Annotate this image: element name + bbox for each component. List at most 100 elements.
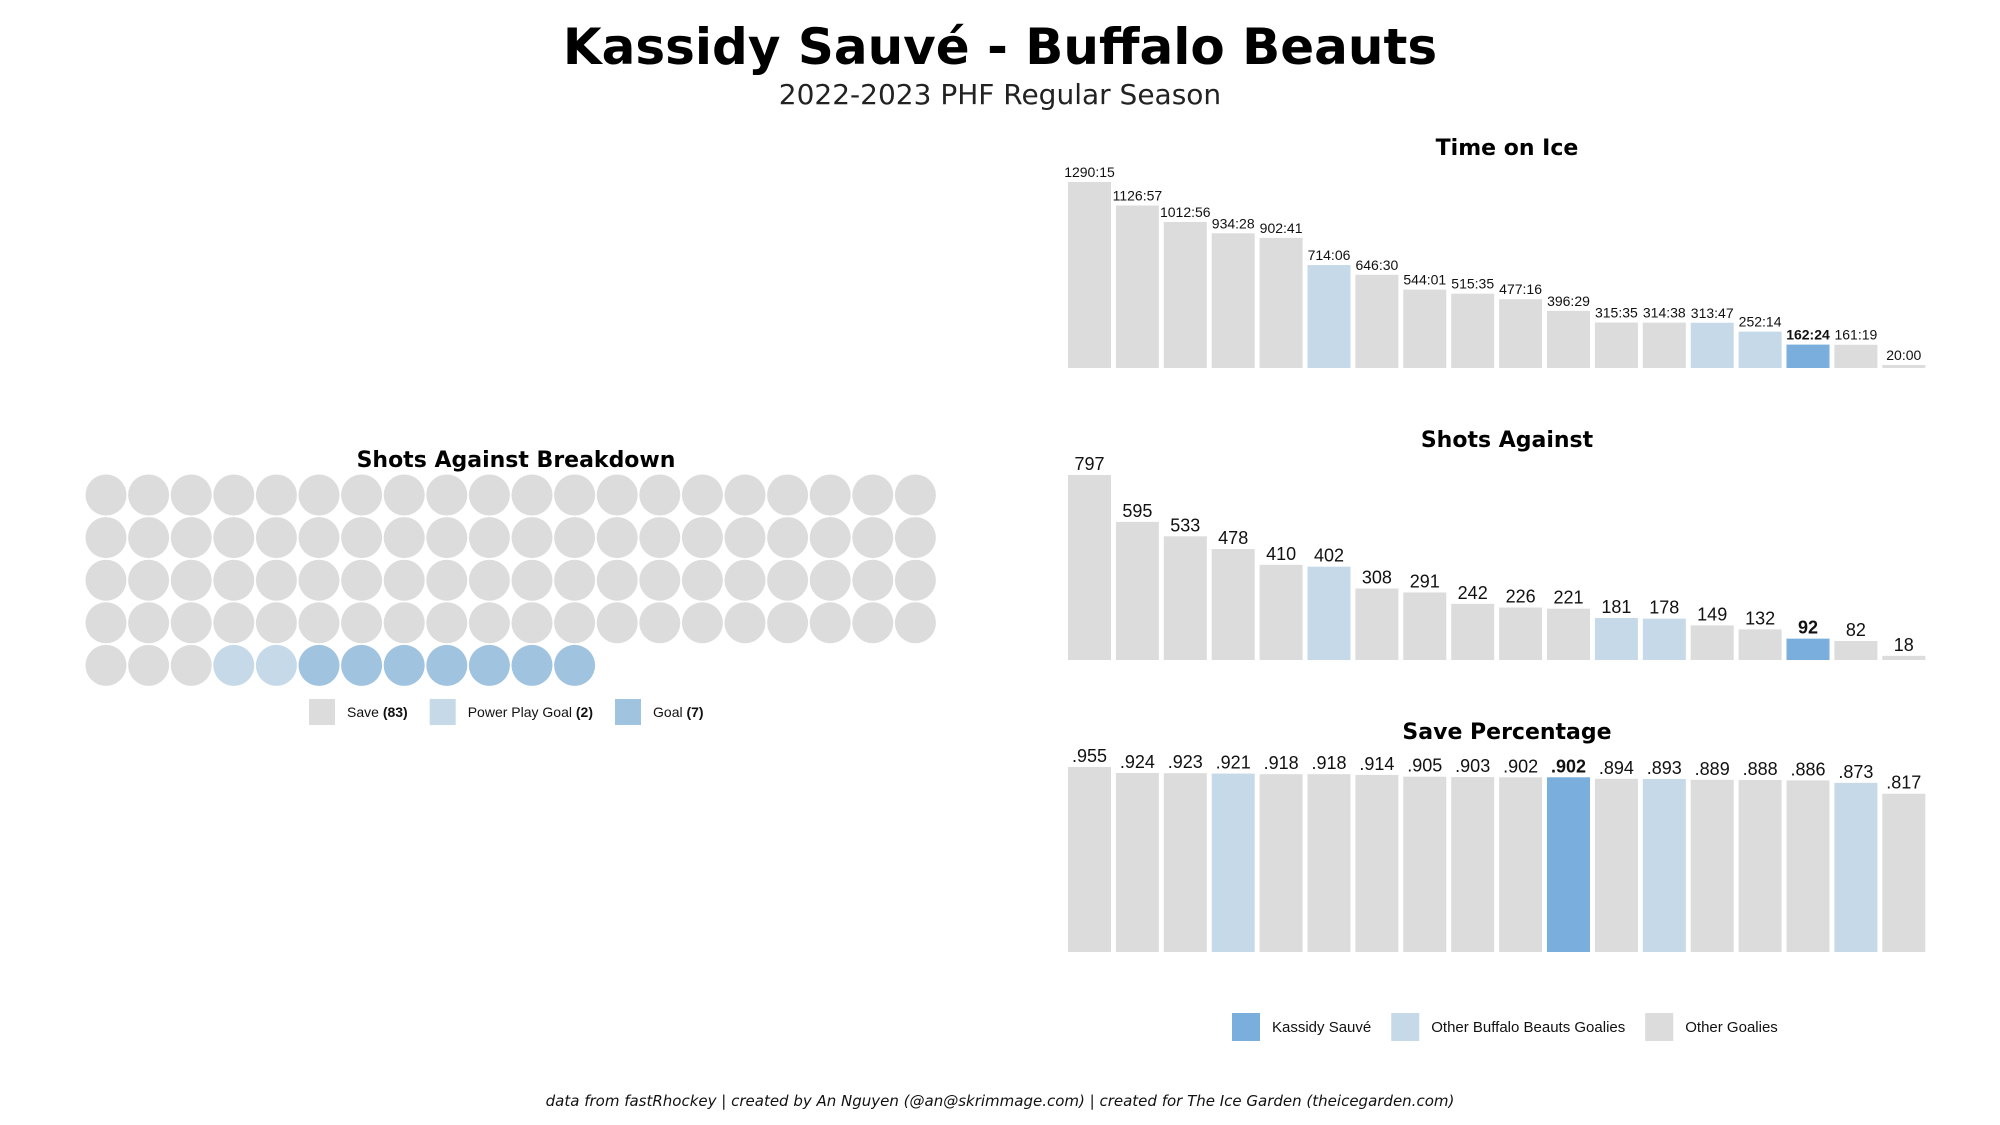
- toi-bar: [1307, 265, 1351, 368]
- sv-value-label: .903: [1455, 756, 1490, 776]
- toi-value-label: 646:30: [1355, 257, 1398, 273]
- waffle-legend-label-goal: Goal (7): [653, 704, 704, 720]
- sa-value-label: 797: [1074, 454, 1104, 474]
- toi-title: Time on Ice: [1436, 136, 1579, 161]
- waffle-cell-save: [511, 517, 553, 559]
- waffle-cell-save: [298, 602, 340, 644]
- sa-bar: [1547, 608, 1590, 660]
- sa-value-label: 308: [1362, 568, 1392, 588]
- toi-bar: [1690, 322, 1734, 368]
- sv-value-label: .886: [1790, 759, 1825, 779]
- sv-bar: [1834, 782, 1878, 952]
- waffle-cell-save: [213, 602, 255, 644]
- waffle-cell-goal: [468, 644, 510, 686]
- toi-bar: [1834, 344, 1878, 368]
- waffle-cell-save: [852, 517, 894, 559]
- sa-value-label: 149: [1697, 604, 1727, 624]
- toi-value-label: 934:28: [1212, 215, 1255, 231]
- sv-bar: [1451, 777, 1495, 952]
- waffle-cell-save: [639, 602, 681, 644]
- sv-value-label: .921: [1216, 753, 1251, 773]
- waffle-cell-save: [213, 517, 255, 559]
- sv-value-label: .889: [1695, 759, 1730, 779]
- waffle-legend-label-pp_goal: Power Play Goal (2): [468, 704, 593, 720]
- toi-value-label: 1012:56: [1160, 204, 1211, 220]
- waffle-cell-goal: [511, 644, 553, 686]
- sa-value-label: 402: [1314, 546, 1344, 566]
- waffle-cell-save: [809, 602, 851, 644]
- sv-bar: [1882, 793, 1926, 952]
- waffle-cell-save: [767, 474, 809, 516]
- waffle-cell-save: [724, 474, 766, 516]
- waffle-cell-save: [383, 474, 425, 516]
- chart-legend: Kassidy Sauvé Other Buffalo Beauts Goalie…: [1232, 1013, 1778, 1041]
- sa-bar: [1355, 588, 1399, 660]
- toi-value-label: 902:41: [1260, 220, 1303, 236]
- waffle-cell-save: [128, 474, 170, 516]
- sv-value-label: .924: [1120, 752, 1155, 772]
- waffle-cell-save: [852, 474, 894, 516]
- sv-bar: [1786, 780, 1830, 952]
- sa-bar: [1163, 536, 1207, 660]
- waffle-cell-save: [852, 602, 894, 644]
- toi-value-label: 1290:15: [1064, 164, 1115, 180]
- sa-value-label: 181: [1601, 597, 1631, 617]
- waffle-cell-save: [809, 474, 851, 516]
- waffle-cell-goal: [383, 644, 425, 686]
- chart-subtitle: 2022-2023 PHF Regular Season: [778, 78, 1222, 111]
- toi-bar: [1738, 331, 1782, 368]
- sa-title: Shots Against: [1421, 428, 1594, 453]
- sa-value-label: 132: [1745, 608, 1775, 628]
- waffle-cell-save: [596, 602, 638, 644]
- waffle-cell-save: [767, 517, 809, 559]
- toi-value-label: 313:47: [1691, 305, 1734, 321]
- sa-value-label: 82: [1846, 620, 1866, 640]
- sv-bar: [1355, 774, 1399, 952]
- waffle-cell-save: [767, 559, 809, 601]
- waffle-cell-save: [170, 644, 212, 686]
- waffle-cell-pp_goal: [255, 644, 297, 686]
- toi-bar: [1355, 274, 1399, 368]
- sv-value-label: .873: [1838, 762, 1873, 782]
- sv-value-label: .817: [1886, 773, 1921, 793]
- sv-value-label: .894: [1599, 758, 1634, 778]
- waffle-cell-save: [341, 474, 383, 516]
- sv-value-label: .914: [1359, 754, 1394, 774]
- waffle-cell-save: [128, 517, 170, 559]
- waffle-cell-save: [85, 517, 127, 559]
- toi-value-label: 162:24: [1786, 327, 1830, 343]
- waffle-cell-save: [767, 602, 809, 644]
- sa-bar: [1451, 603, 1495, 660]
- save-percentage-chart: Save Percentage .955 .924 .923 .921 .918 .918…: [1068, 720, 1926, 952]
- sa-value-label: 291: [1410, 571, 1440, 591]
- waffle-cell-save: [170, 559, 212, 601]
- waffle-cell-save: [639, 517, 681, 559]
- waffle-cell-save: [383, 559, 425, 601]
- waffle-cell-save: [681, 602, 723, 644]
- waffle-cell-save: [426, 517, 468, 559]
- toi-value-label: 252:14: [1739, 314, 1782, 330]
- toi-value-label: 161:19: [1834, 327, 1877, 343]
- sa-bar: [1307, 566, 1351, 660]
- sa-bar: [1786, 638, 1830, 660]
- sv-bar: [1163, 773, 1207, 952]
- waffle-cell-save: [554, 474, 596, 516]
- sa-bar: [1690, 625, 1734, 660]
- legend-label-other: Other Goalies: [1685, 1019, 1778, 1036]
- sa-value-label: 242: [1458, 583, 1488, 603]
- waffle-cell-save: [639, 559, 681, 601]
- waffle-cell-save: [128, 602, 170, 644]
- sv-bar: [1403, 776, 1447, 952]
- sa-bar: [1642, 618, 1686, 660]
- waffle-cell-save: [128, 559, 170, 601]
- toi-bar: [1642, 322, 1686, 368]
- waffle-cell-save: [426, 602, 468, 644]
- waffle-cell-save: [894, 559, 936, 601]
- waffle-cell-save: [511, 602, 553, 644]
- waffle-legend-label-save: Save (83): [347, 704, 408, 720]
- waffle-cell-save: [85, 559, 127, 601]
- waffle-cell-save: [511, 559, 553, 601]
- waffle-cell-save: [681, 517, 723, 559]
- legend-label-team: Other Buffalo Beauts Goalies: [1431, 1019, 1625, 1036]
- sv-value-label: .902: [1503, 756, 1538, 776]
